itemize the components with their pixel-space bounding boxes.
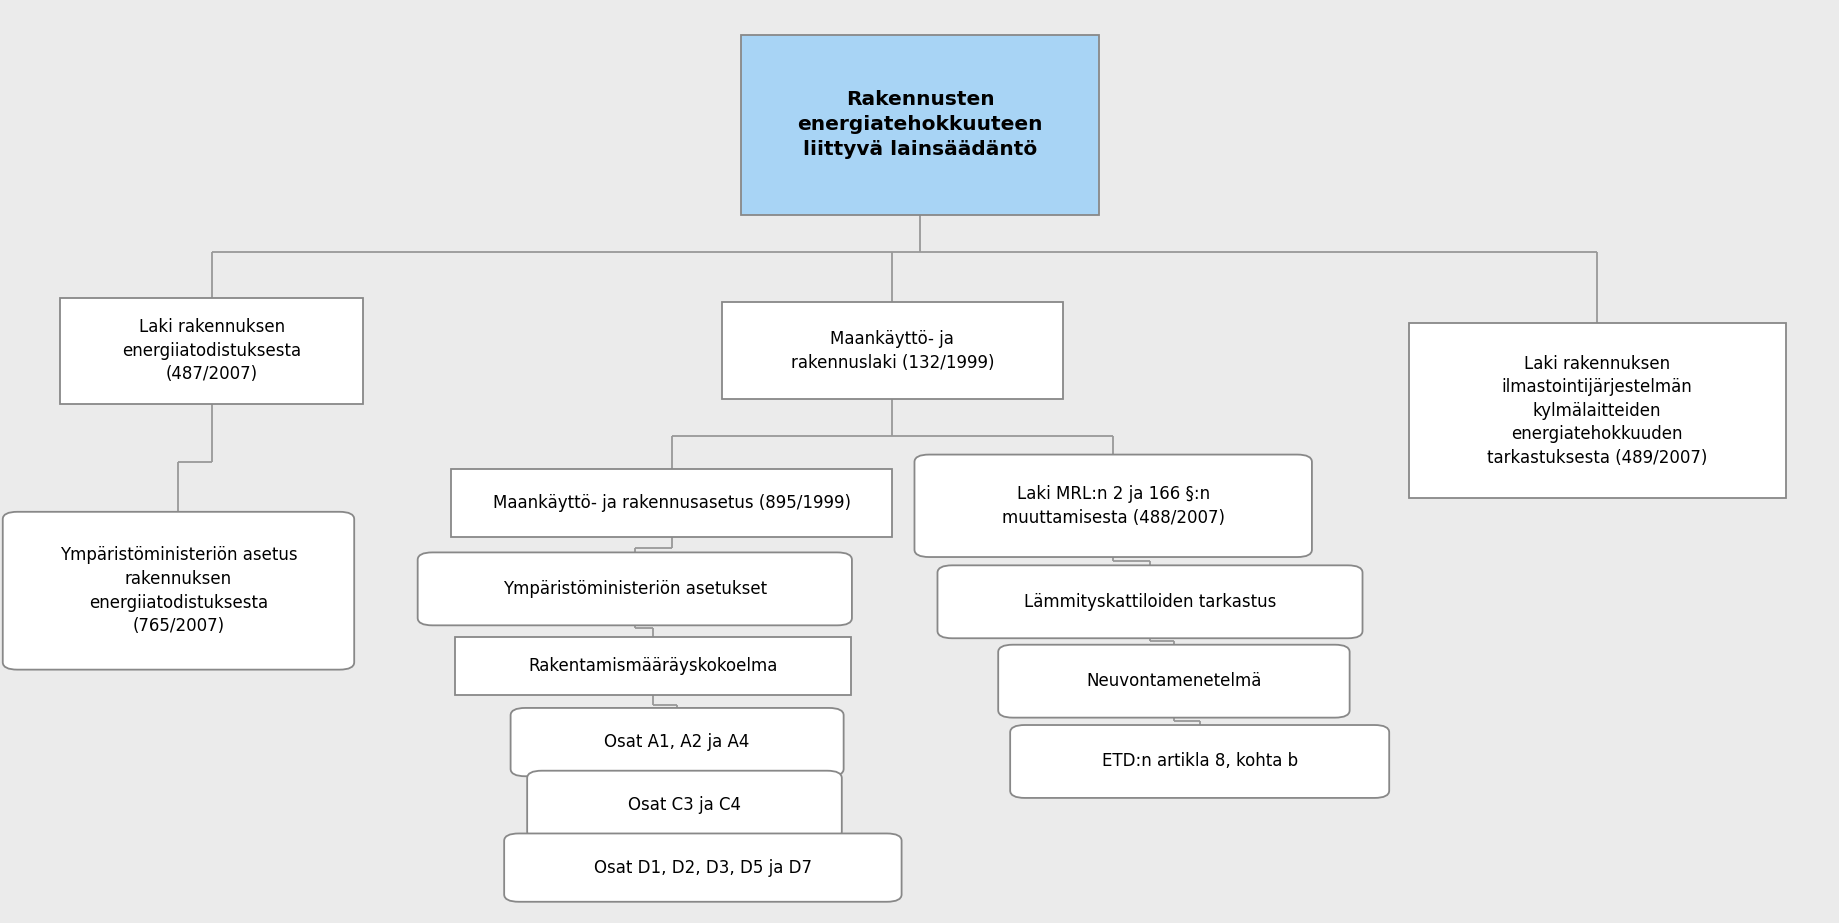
Text: Maankäyttö- ja rakennusasetus (895/1999): Maankäyttö- ja rakennusasetus (895/1999) bbox=[493, 494, 850, 512]
Text: Rakennusten
energiatehokkuuteen
liittyvä lainsäädäntö: Rakennusten energiatehokkuuteen liittyvä… bbox=[796, 90, 1043, 159]
FancyBboxPatch shape bbox=[526, 771, 842, 839]
Text: Osat C3 ja C4: Osat C3 ja C4 bbox=[627, 796, 741, 814]
FancyBboxPatch shape bbox=[451, 469, 892, 537]
Text: Osat D1, D2, D3, D5 ja D7: Osat D1, D2, D3, D5 ja D7 bbox=[594, 858, 811, 877]
FancyBboxPatch shape bbox=[417, 552, 851, 626]
Text: Ympäristöministeriön asetukset: Ympäristöministeriön asetukset bbox=[502, 580, 767, 598]
FancyBboxPatch shape bbox=[936, 565, 1361, 639]
FancyBboxPatch shape bbox=[739, 35, 1098, 215]
Text: Lämmityskattiloiden tarkastus: Lämmityskattiloiden tarkastus bbox=[1022, 593, 1276, 611]
Text: Maankäyttö- ja
rakennuslaki (132/1999): Maankäyttö- ja rakennuslaki (132/1999) bbox=[791, 330, 993, 372]
FancyBboxPatch shape bbox=[4, 511, 355, 670]
FancyBboxPatch shape bbox=[509, 708, 842, 776]
Text: Laki MRL:n 2 ja 166 §:n
muuttamisesta (488/2007): Laki MRL:n 2 ja 166 §:n muuttamisesta (4… bbox=[1000, 485, 1225, 527]
FancyBboxPatch shape bbox=[504, 833, 901, 902]
Text: Laki rakennuksen
energiiatodistuksesta
(487/2007): Laki rakennuksen energiiatodistuksesta (… bbox=[121, 318, 302, 383]
Text: Neuvontamenetelmä: Neuvontamenetelmä bbox=[1085, 672, 1262, 690]
Text: ETD:n artikla 8, kohta b: ETD:n artikla 8, kohta b bbox=[1102, 752, 1296, 771]
FancyBboxPatch shape bbox=[456, 637, 850, 696]
FancyBboxPatch shape bbox=[61, 297, 364, 404]
FancyBboxPatch shape bbox=[1409, 323, 1784, 498]
Text: Ympäristöministeriön asetus
rakennuksen
energiiatodistuksesta
(765/2007): Ympäristöministeriön asetus rakennuksen … bbox=[59, 546, 298, 635]
FancyBboxPatch shape bbox=[721, 303, 1061, 399]
Text: Laki rakennuksen
ilmastointijärjestelmän
kylmälaitteiden
energiatehokkuuden
tark: Laki rakennuksen ilmastointijärjestelmän… bbox=[1486, 354, 1707, 467]
FancyBboxPatch shape bbox=[914, 454, 1311, 557]
FancyBboxPatch shape bbox=[1010, 725, 1388, 797]
Text: Osat A1, A2 ja A4: Osat A1, A2 ja A4 bbox=[603, 733, 750, 751]
FancyBboxPatch shape bbox=[997, 645, 1350, 718]
Text: Rakentamismääräyskokoelma: Rakentamismääräyskokoelma bbox=[528, 657, 778, 676]
